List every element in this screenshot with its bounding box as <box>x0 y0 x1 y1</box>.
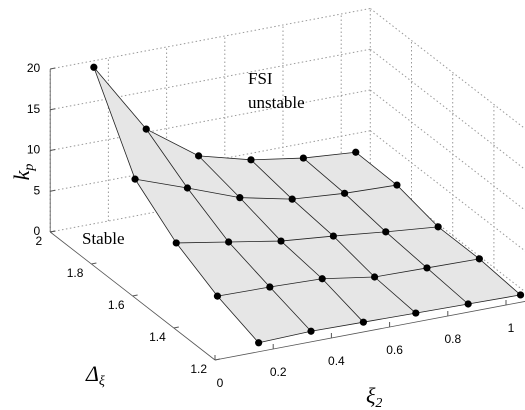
y-axis-label: Δξ <box>85 361 105 389</box>
data-point <box>464 300 472 308</box>
data-point <box>516 291 525 299</box>
y-tick-label: 1.2 <box>190 362 207 376</box>
z-tick <box>50 230 56 233</box>
grid-line <box>369 8 525 130</box>
data-point <box>288 195 296 203</box>
x-tick-label: 0.6 <box>386 343 403 357</box>
mesh-line <box>217 258 480 297</box>
data-point <box>172 239 180 247</box>
data-point <box>359 318 368 326</box>
mesh-line <box>93 67 356 161</box>
data-point <box>213 292 222 300</box>
x-tick-label: 0.2 <box>270 365 287 379</box>
data-point <box>277 237 285 245</box>
data-point <box>340 189 349 197</box>
data-point <box>475 255 483 263</box>
data-point <box>329 232 337 240</box>
y-tick <box>91 262 97 265</box>
grid-line <box>369 171 525 293</box>
z-tick <box>50 149 56 151</box>
data-point <box>142 125 150 133</box>
x-tick-label: 0.8 <box>444 332 461 346</box>
y-tick-label: 1.4 <box>149 330 166 344</box>
grid-line <box>369 89 525 211</box>
y-tick <box>132 294 138 297</box>
x-tick-label: 1 <box>508 321 515 335</box>
grid-line <box>369 130 525 252</box>
annotation: Stable <box>82 229 125 248</box>
data-point <box>266 283 274 291</box>
data-point <box>318 275 326 283</box>
grid-line <box>50 8 371 70</box>
x-tick-label: 0 <box>217 376 224 390</box>
y-tick-label: 1.8 <box>67 266 84 280</box>
grid-line <box>50 89 371 151</box>
data-point <box>423 264 431 272</box>
annotation: unstable <box>248 93 305 112</box>
x-axis-label: ξ2 <box>366 383 382 410</box>
data-point <box>247 156 255 164</box>
data-point <box>183 184 192 192</box>
grid-line <box>369 48 525 171</box>
mesh-line <box>258 294 521 344</box>
y-tick <box>173 326 179 329</box>
data-point <box>236 194 244 202</box>
z-tick <box>50 189 56 192</box>
z-tick-label: 10 <box>27 143 41 157</box>
data-point <box>434 223 442 231</box>
x-tick-label: 0.4 <box>328 354 345 368</box>
z-tick <box>50 108 56 111</box>
data-point <box>90 63 98 71</box>
y-tick-label: 1.6 <box>108 298 125 312</box>
data-point <box>382 228 390 236</box>
z-tick-label: 20 <box>27 61 41 75</box>
data-point <box>393 181 401 189</box>
mesh-line <box>176 226 439 244</box>
data-point <box>352 148 360 156</box>
z-tick-label: 5 <box>34 183 41 197</box>
z-tick <box>50 67 56 70</box>
mesh-line <box>134 178 398 200</box>
y-tick-label: 2 <box>36 234 43 248</box>
x-axis <box>214 301 525 361</box>
annotation: FSI <box>248 69 273 88</box>
data-point <box>370 273 379 281</box>
data-point <box>131 175 139 183</box>
y-tick <box>214 358 221 361</box>
z-tick-label: 15 <box>27 102 41 116</box>
data-point <box>225 238 233 246</box>
data-point <box>412 309 420 317</box>
data-point <box>255 339 263 347</box>
z-axis-label: kp <box>9 164 37 181</box>
data-point <box>195 152 203 160</box>
data-point <box>307 327 315 335</box>
z-tick-label: 0 <box>34 224 41 238</box>
data-point <box>299 154 307 162</box>
